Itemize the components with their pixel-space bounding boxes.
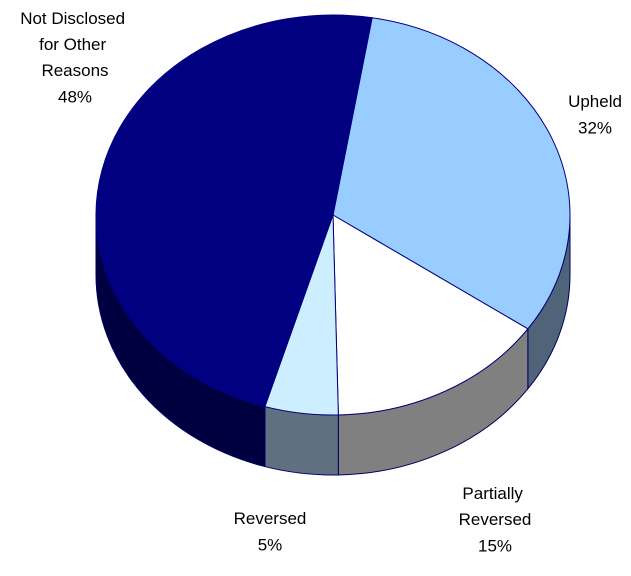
category-label: Partially Reversed [459, 484, 532, 529]
category-label: Upheld [568, 92, 622, 111]
pie-slice [332, 214, 529, 416]
value-label: 48% [58, 87, 92, 106]
pie-side [264, 405, 339, 476]
category-label: Not Disclosed for Other Reasons [20, 9, 130, 80]
category-label: Reversed [234, 509, 307, 528]
value-label: 5% [258, 535, 283, 554]
value-label: 32% [578, 118, 612, 137]
pie-slice [332, 17, 571, 330]
value-label: 15% [478, 536, 512, 555]
pie-slice [95, 14, 373, 408]
